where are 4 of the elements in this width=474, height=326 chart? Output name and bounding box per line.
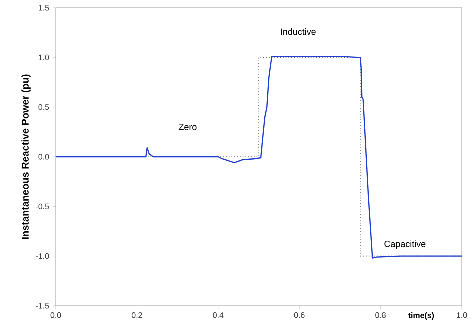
annotation: Inductive: [281, 28, 316, 36]
y-axis-title: Instantaneous Reactive Power (pu): [22, 74, 31, 240]
annotation: Zero: [179, 124, 197, 130]
annotation: Capacitive: [384, 240, 426, 250]
